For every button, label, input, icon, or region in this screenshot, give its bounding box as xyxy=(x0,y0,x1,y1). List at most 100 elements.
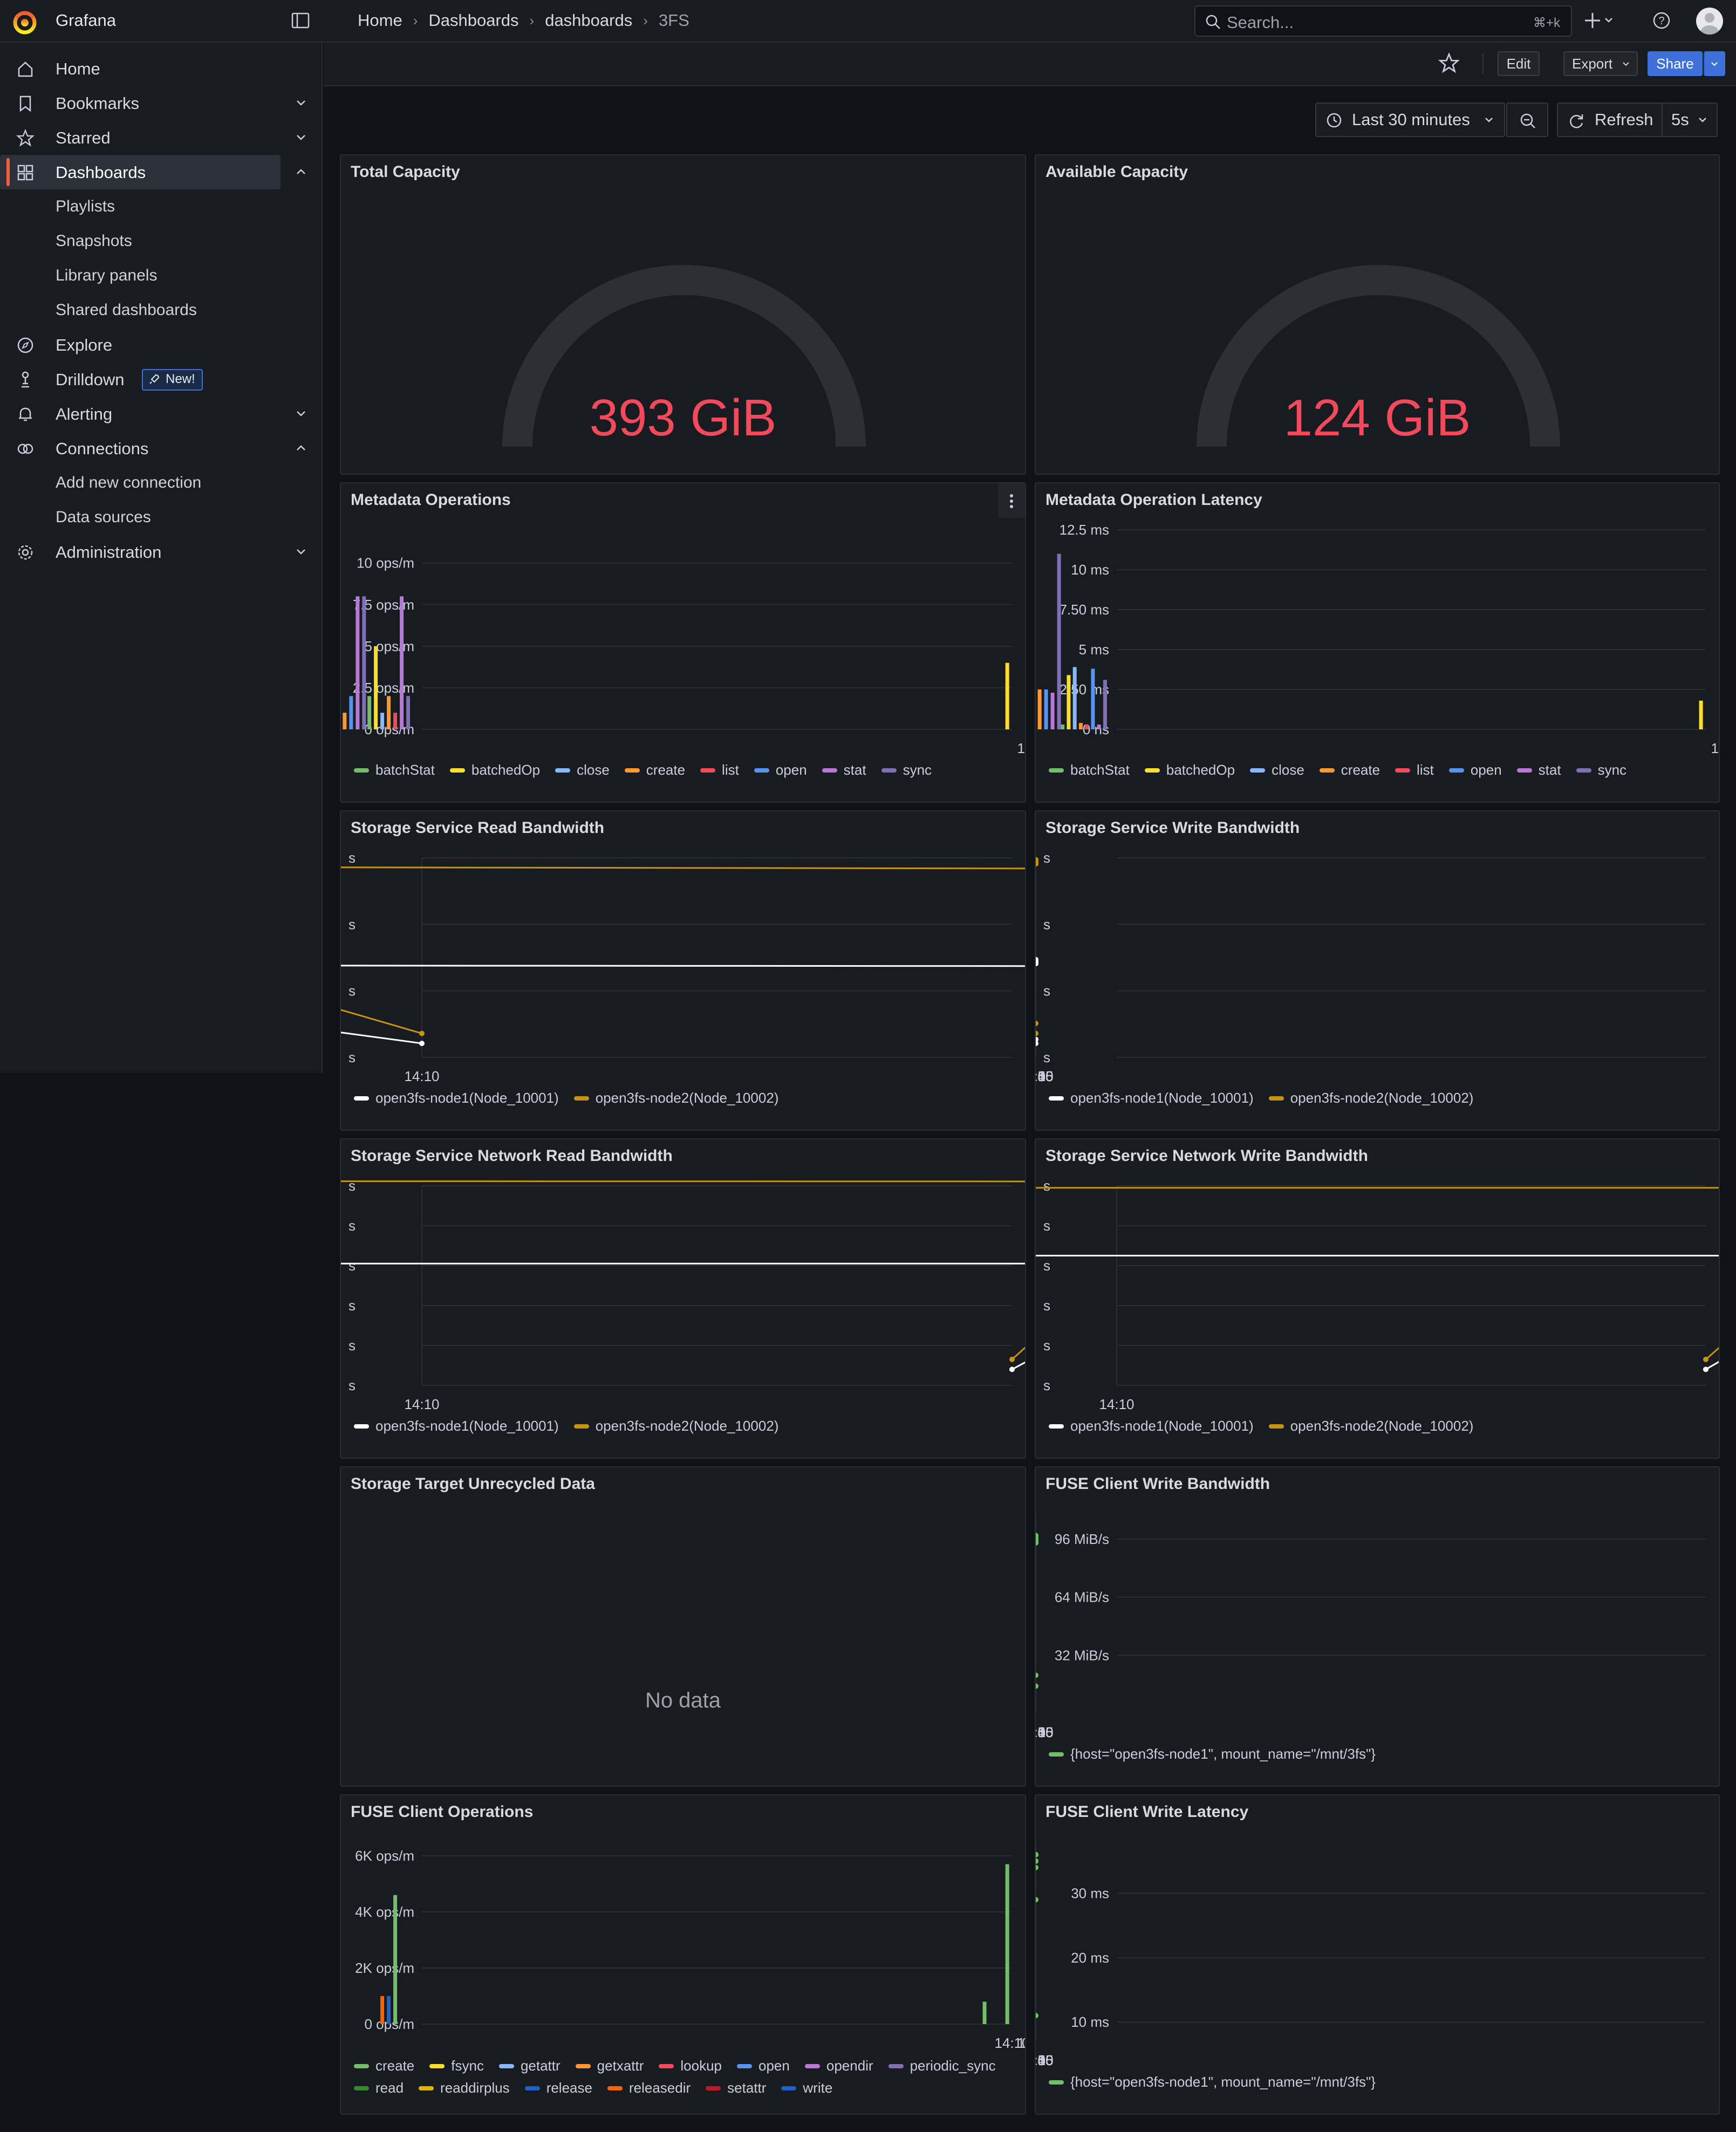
legend-item[interactable]: close xyxy=(1250,762,1304,778)
breadcrumb-folder[interactable]: dashboards xyxy=(545,11,633,30)
legend-item[interactable]: lookup xyxy=(659,2058,722,2074)
panel-network-read-bandwidth[interactable]: Storage Service Network Read Bandwidth s… xyxy=(340,1138,1026,1459)
legend-item[interactable]: open3fs-node1(Node_10001) xyxy=(354,1090,559,1106)
export-button[interactable]: Export xyxy=(1563,51,1638,76)
help-icon[interactable]: ? xyxy=(1651,10,1672,31)
legend-item[interactable]: open3fs-node2(Node_10002) xyxy=(1268,1418,1473,1434)
search-input[interactable]: Search... ⌘+k xyxy=(1194,5,1572,37)
legend-item[interactable]: {host="open3fs-node1", mount_name="/mnt/… xyxy=(1049,1746,1376,1762)
legend-item[interactable]: read xyxy=(354,2080,404,2096)
sidebar-item-library-panels[interactable]: Library panels xyxy=(0,258,322,293)
legend-item[interactable]: batchStat xyxy=(354,762,435,778)
legend-item[interactable]: close xyxy=(555,762,610,778)
chevron-down-icon[interactable] xyxy=(295,132,307,143)
refresh-interval-picker[interactable]: 5s xyxy=(1662,102,1718,137)
sidebar-item-administration[interactable]: Administration xyxy=(0,535,322,569)
panel-menu-button[interactable] xyxy=(998,483,1025,518)
breadcrumb-home[interactable]: Home xyxy=(358,11,402,30)
panel-available-capacity[interactable]: Available Capacity 124 GiB xyxy=(1035,154,1720,475)
legend-item[interactable]: open3fs-node2(Node_10002) xyxy=(573,1090,778,1106)
legend-item[interactable]: sync xyxy=(1576,762,1626,778)
legend-item[interactable]: open3fs-node1(Node_10001) xyxy=(1049,1418,1254,1434)
legend-item[interactable]: open3fs-node1(Node_10001) xyxy=(1049,1090,1254,1106)
sidebar-item-connections[interactable]: Connections xyxy=(0,431,322,466)
star-icon[interactable] xyxy=(1438,52,1460,74)
legend-item[interactable]: open xyxy=(737,2058,790,2074)
dock-menu-icon[interactable] xyxy=(291,12,310,29)
legend-item[interactable]: write xyxy=(781,2080,832,2096)
share-button[interactable]: Share xyxy=(1648,51,1703,76)
sidebar-item-dashboards[interactable]: Dashboards xyxy=(0,155,281,189)
legend-item[interactable]: open3fs-node1(Node_10001) xyxy=(354,1418,559,1434)
legend-item[interactable]: fsync xyxy=(429,2058,484,2074)
refresh-button[interactable]: Refresh xyxy=(1557,102,1668,137)
legend-item[interactable]: open xyxy=(754,762,807,778)
add-new-icon[interactable] xyxy=(1585,10,1617,31)
chevron-down-icon[interactable] xyxy=(295,408,307,419)
sidebar-item-data-sources[interactable]: Data sources xyxy=(0,500,322,535)
panel-storage-read-bandwidth[interactable]: Storage Service Read Bandwidth ssss13:45… xyxy=(340,810,1026,1131)
sidebar-item-starred[interactable]: Starred xyxy=(0,120,322,155)
y-tick-label: 10 ms xyxy=(1071,2014,1109,2030)
panel-fuse-client-operations[interactable]: FUSE Client Operations 0 ops/m2K ops/m4K… xyxy=(340,1794,1026,2115)
legend-item[interactable]: periodic_sync xyxy=(888,2058,996,2074)
sidebar-item-alerting[interactable]: Alerting xyxy=(0,397,322,431)
user-avatar[interactable] xyxy=(1696,8,1723,35)
chevron-down-icon[interactable] xyxy=(295,546,307,557)
sidebar-item-shared-dashboards[interactable]: Shared dashboards xyxy=(0,293,322,327)
data-point xyxy=(1036,959,1038,965)
chart-plot: 0 ops/m2K ops/m4K ops/m6K ops/m13:5813:5… xyxy=(355,1848,1025,2051)
panel-fuse-write-bandwidth[interactable]: FUSE Client Write Bandwidth 32 MiB/s 64 M… xyxy=(1035,1466,1720,1787)
sidebar-item-explore[interactable]: Explore xyxy=(0,327,322,362)
legend-item[interactable]: opendir xyxy=(804,2058,873,2074)
legend-item[interactable]: open3fs-node2(Node_10002) xyxy=(573,1418,778,1434)
breadcrumb-dashboards[interactable]: Dashboards xyxy=(428,11,519,30)
sidebar-item-snapshots[interactable]: Snapshots xyxy=(0,224,322,258)
rocket-icon xyxy=(149,374,160,384)
legend-item[interactable]: release xyxy=(524,2080,592,2096)
panel-total-capacity[interactable]: Total Capacity 393 GiB xyxy=(340,154,1026,475)
sidebar-item-add-new-connection[interactable]: Add new connection xyxy=(0,466,322,500)
legend-item[interactable]: {host="open3fs-node1", mount_name="/mnt/… xyxy=(1049,2074,1376,2090)
zoom-out-button[interactable] xyxy=(1506,102,1548,137)
sidebar-item-drilldown[interactable]: Drilldown New! xyxy=(0,362,322,397)
panel-fuse-write-latency[interactable]: FUSE Client Write Latency 10 ms 20 ms 30 m… xyxy=(1035,1794,1720,2115)
panel-network-write-bandwidth[interactable]: Storage Service Network Write Bandwidth … xyxy=(1035,1138,1720,1459)
edit-button[interactable]: Edit xyxy=(1498,51,1540,76)
legend-item[interactable]: releasedir xyxy=(607,2080,691,2096)
legend-item[interactable]: setattr xyxy=(706,2080,766,2096)
sidebar-item-playlists[interactable]: Playlists xyxy=(0,189,322,224)
legend-item[interactable]: list xyxy=(1395,762,1434,778)
legend-item[interactable]: create xyxy=(354,2058,414,2074)
panel-unrecycled-data[interactable]: Storage Target Unrecycled Data No data xyxy=(340,1466,1026,1787)
chevron-up-icon[interactable] xyxy=(295,167,307,177)
legend-item[interactable]: create xyxy=(1319,762,1380,778)
panel-metadata-operations[interactable]: Metadata Operations 0 ops/m2.5 ops/m5 op… xyxy=(340,482,1026,803)
legend-item[interactable]: readdirplus xyxy=(419,2080,510,2096)
chevron-down-icon[interactable] xyxy=(295,98,307,108)
legend-item[interactable]: getattr xyxy=(498,2058,561,2074)
legend-item[interactable]: sync xyxy=(881,762,932,778)
legend-item[interactable]: batchedOp xyxy=(1144,762,1235,778)
sidebar-item-bookmarks[interactable]: Bookmarks xyxy=(0,86,322,120)
time-range-picker[interactable]: Last 30 minutes xyxy=(1315,102,1505,137)
legend-item[interactable]: getxattr xyxy=(575,2058,644,2074)
legend-item[interactable]: stat xyxy=(1516,762,1561,778)
legend-item[interactable]: batchStat xyxy=(1049,762,1130,778)
legend-swatch xyxy=(822,768,837,773)
legend-item[interactable]: open3fs-node2(Node_10002) xyxy=(1268,1090,1473,1106)
sidebar-item-home[interactable]: Home xyxy=(0,51,322,86)
share-menu-button[interactable] xyxy=(1704,51,1725,76)
legend-item[interactable]: create xyxy=(624,762,685,778)
legend-item[interactable]: open xyxy=(1448,762,1502,778)
bell-icon xyxy=(19,407,32,421)
panel-storage-write-bandwidth[interactable]: Storage Service Write Bandwidth s s s s 13:4… xyxy=(1035,810,1720,1131)
legend-item[interactable]: stat xyxy=(822,762,866,778)
legend-item[interactable]: list xyxy=(700,762,739,778)
legend-item[interactable]: batchedOp xyxy=(449,762,540,778)
x-tick-label: 14:00 xyxy=(1036,2052,1054,2068)
sidebar-item-label: Shared dashboards xyxy=(56,301,197,319)
grafana-logo-icon[interactable] xyxy=(12,9,38,35)
panel-metadata-operation-latency[interactable]: Metadata Operation Latency 0 ns 2.50 ms 5 … xyxy=(1035,482,1720,803)
chevron-up-icon[interactable] xyxy=(295,443,307,454)
